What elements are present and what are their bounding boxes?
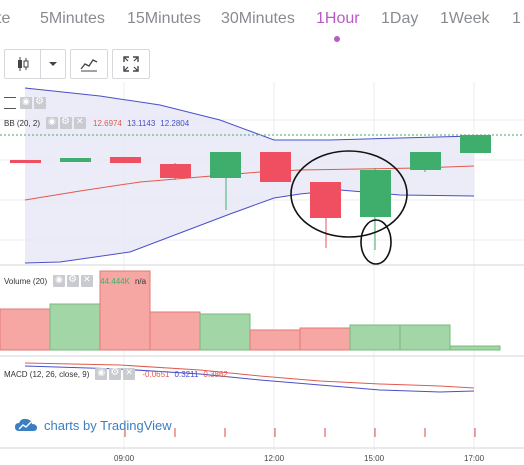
bb-legend: BB (20, 2) 12.6974 13.1143 12.2804 bbox=[4, 116, 190, 129]
candle bbox=[460, 135, 491, 153]
cloud-logo-icon bbox=[15, 418, 37, 431]
volume-bar bbox=[249, 329, 301, 351]
candle bbox=[410, 152, 441, 170]
macd-value-1: -0.0651 bbox=[142, 369, 170, 379]
macd-signal-line bbox=[24, 362, 475, 389]
macd-eye-icon[interactable] bbox=[95, 367, 108, 380]
annotation-ellipse bbox=[290, 150, 408, 238]
active-tab-indicator bbox=[334, 36, 340, 42]
bb-gear-icon[interactable] bbox=[60, 116, 73, 129]
main-pane-controls bbox=[4, 96, 48, 109]
time-label: 09:00 bbox=[114, 454, 135, 463]
tab-5minutes[interactable]: 5Minutes bbox=[40, 10, 105, 27]
gear-icon[interactable] bbox=[34, 96, 46, 109]
volume-close-icon[interactable] bbox=[81, 274, 94, 287]
macd-close-icon[interactable] bbox=[123, 367, 136, 380]
bb-upper-line bbox=[24, 87, 475, 141]
volume-bar bbox=[99, 270, 151, 351]
eye-icon[interactable] bbox=[20, 96, 32, 109]
chart-canvas[interactable] bbox=[0, 82, 524, 465]
candle bbox=[160, 164, 191, 178]
candle bbox=[310, 182, 341, 218]
volume-bar bbox=[149, 311, 201, 351]
interval-tabs: te 5Minutes 15Minutes 30Minutes 1Hour 1D… bbox=[0, 0, 524, 42]
volume-bar bbox=[349, 324, 401, 351]
macd-value-3: 0.3862 bbox=[203, 369, 228, 379]
volume-bar bbox=[449, 345, 501, 351]
bb-close-icon[interactable] bbox=[74, 116, 87, 129]
tab-15minutes[interactable]: 15Minutes bbox=[127, 10, 201, 27]
indicators-button[interactable] bbox=[70, 49, 108, 79]
dropdown-arrow-icon bbox=[49, 62, 57, 66]
volume-bar bbox=[49, 303, 101, 351]
chart-type-button[interactable] bbox=[4, 49, 42, 79]
candle bbox=[110, 157, 141, 163]
volume-bar bbox=[399, 324, 451, 351]
volume-gear-icon[interactable] bbox=[67, 274, 80, 287]
macd-legend: MACD (12, 26, close, 9) -0.0651 0.3211 0… bbox=[4, 367, 228, 380]
volume-bar bbox=[199, 313, 251, 351]
candle bbox=[260, 152, 291, 182]
watermark-text: charts by TradingView bbox=[44, 417, 172, 433]
time-label: 17:00 bbox=[464, 454, 485, 463]
candles-icon bbox=[18, 57, 29, 71]
tab-partial-left[interactable]: te bbox=[0, 10, 11, 27]
macd-histogram bbox=[124, 428, 476, 437]
bb-value-3: 12.2804 bbox=[160, 118, 190, 128]
volume-bars bbox=[0, 270, 501, 351]
volume-eye-icon[interactable] bbox=[53, 274, 66, 287]
fullscreen-icon bbox=[123, 56, 139, 72]
volume-value: 44.444K bbox=[100, 276, 130, 286]
annotation-ellipse-small bbox=[360, 219, 392, 265]
tab-1day[interactable]: 1Day bbox=[381, 10, 419, 27]
volume-bar bbox=[299, 327, 351, 351]
tradingview-watermark[interactable]: charts by TradingView bbox=[14, 417, 172, 433]
bb-value-2: 13.1143 bbox=[126, 118, 156, 128]
candle bbox=[210, 152, 241, 178]
candles bbox=[10, 135, 491, 250]
bb-fill bbox=[25, 88, 474, 263]
indicators-icon bbox=[80, 59, 98, 72]
macd-label: MACD (12, 26, close, 9) bbox=[4, 369, 90, 379]
tab-1week[interactable]: 1Week bbox=[440, 10, 490, 27]
candle bbox=[360, 170, 391, 217]
fullscreen-button[interactable] bbox=[112, 49, 150, 79]
chart-type-dropdown[interactable] bbox=[40, 49, 66, 79]
tab-1hour[interactable]: 1Hour bbox=[316, 10, 360, 27]
bb-value-1: 12.6974 bbox=[93, 118, 122, 128]
candle bbox=[60, 158, 91, 162]
macd-gear-icon[interactable] bbox=[109, 367, 122, 380]
tab-partial-right[interactable]: 1 bbox=[512, 10, 521, 27]
macd-value-2: 0.3211 bbox=[174, 369, 199, 379]
volume-extra: n/a bbox=[134, 276, 147, 286]
volume-legend: Volume (20) 44.444K n/a bbox=[4, 274, 147, 287]
bb-label: BB (20, 2) bbox=[4, 118, 41, 128]
pane-collapse-icon[interactable] bbox=[4, 97, 16, 109]
time-label: 15:00 bbox=[364, 454, 385, 463]
candle bbox=[10, 160, 41, 163]
volume-bar bbox=[0, 308, 51, 351]
time-label: 12:00 bbox=[264, 454, 285, 463]
bb-eye-icon[interactable] bbox=[46, 116, 59, 129]
tab-30minutes[interactable]: 30Minutes bbox=[221, 10, 295, 27]
volume-label: Volume (20) bbox=[4, 276, 48, 286]
